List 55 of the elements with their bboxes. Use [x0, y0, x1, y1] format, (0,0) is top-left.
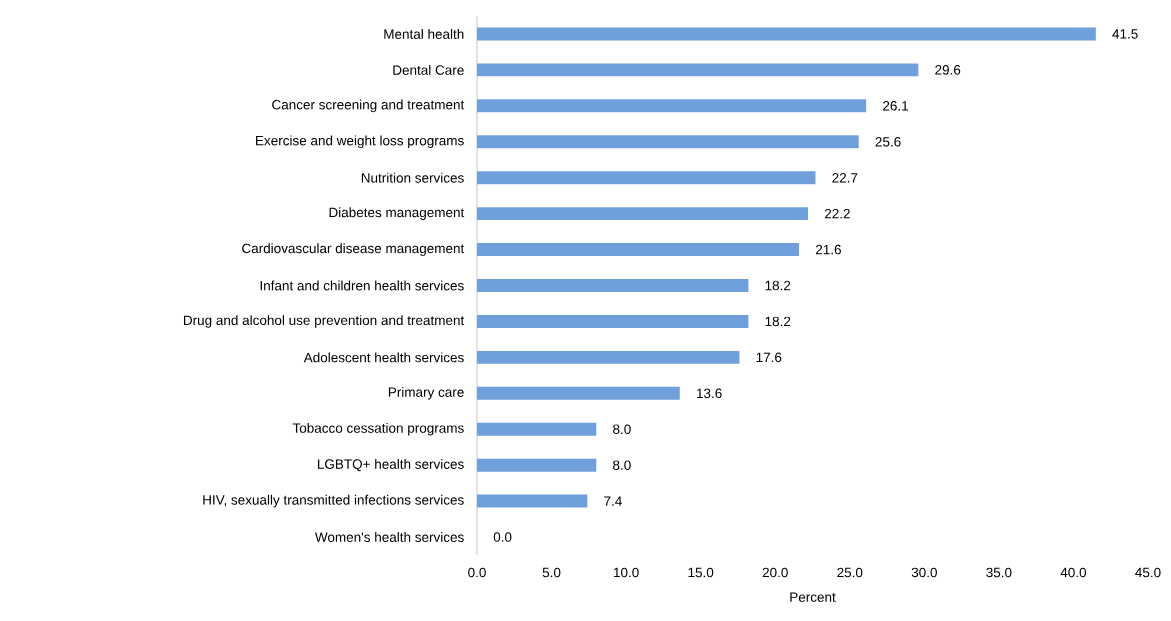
x-tick-label: 30.0	[911, 567, 937, 578]
x-tick-label: 10.0	[614, 567, 639, 578]
data-label: 17.6	[756, 352, 782, 363]
data-label: 18.2	[765, 316, 791, 327]
bar	[477, 314, 749, 328]
y-tick-label: Cardiovascular disease management	[242, 243, 465, 256]
x-tick-label: 5.0	[542, 567, 561, 578]
data-label: 29.6	[935, 65, 961, 75]
data-label: 7.4	[604, 496, 622, 506]
y-tick-label: LGBTQ+ health services	[317, 458, 464, 472]
y-tick-label: Nutrition services	[361, 172, 464, 183]
bar	[477, 243, 800, 257]
data-label: 22.2	[824, 208, 850, 219]
x-tick-label: 15.0	[688, 567, 714, 578]
x-tick-label: 0.0	[468, 567, 486, 578]
bar	[477, 422, 597, 436]
data-label: 0.0	[493, 532, 512, 542]
bar	[477, 386, 680, 400]
y-tick-label: Mental health	[384, 29, 464, 39]
data-label: 13.6	[697, 388, 722, 399]
x-tick-label: 45.0	[1135, 567, 1161, 578]
y-tick-label: Diabetes management	[329, 207, 465, 220]
data-label: 18.2	[765, 280, 791, 291]
bar	[477, 99, 867, 113]
x-axis-title: Percent	[790, 592, 836, 602]
bar	[477, 350, 740, 364]
y-tick-label: Infant and children health services	[260, 280, 464, 291]
data-label: 22.7	[832, 172, 858, 183]
y-tick-label: Tobacco cessation programs	[292, 422, 464, 436]
bar	[477, 207, 809, 221]
data-label: 8.0	[613, 460, 631, 470]
y-tick-label: Dental Care	[393, 64, 464, 75]
bar	[477, 279, 749, 292]
data-label: 25.6	[875, 136, 901, 147]
bar	[477, 27, 1096, 41]
x-tick-label: 20.0	[762, 567, 788, 578]
x-tick-label: 25.0	[837, 567, 863, 578]
y-tick-label: Women's health services	[314, 532, 464, 542]
bar	[477, 458, 597, 472]
x-tick-label: 40.0	[1060, 567, 1087, 578]
y-tick-label: Drug and alcohol use prevention and treatment	[183, 315, 465, 328]
bar	[477, 135, 859, 149]
y-tick-label: Exercise and weight loss programs	[256, 135, 464, 149]
y-tick-label: HIV, sexually transmitted infections services	[203, 494, 464, 508]
y-tick-label: Cancer screening and treatment	[272, 99, 465, 113]
data-label: 8.0	[613, 424, 631, 434]
bar	[477, 171, 816, 185]
bar	[477, 63, 919, 77]
data-label: 26.1	[883, 101, 908, 111]
bar	[477, 494, 588, 508]
data-label: 41.5	[1112, 29, 1138, 39]
y-tick-label: Adolescent health services	[303, 352, 464, 363]
y-tick-label: Primary care	[388, 387, 464, 400]
x-tick-label: 35.0	[986, 567, 1012, 578]
data-label: 21.6	[815, 244, 841, 255]
